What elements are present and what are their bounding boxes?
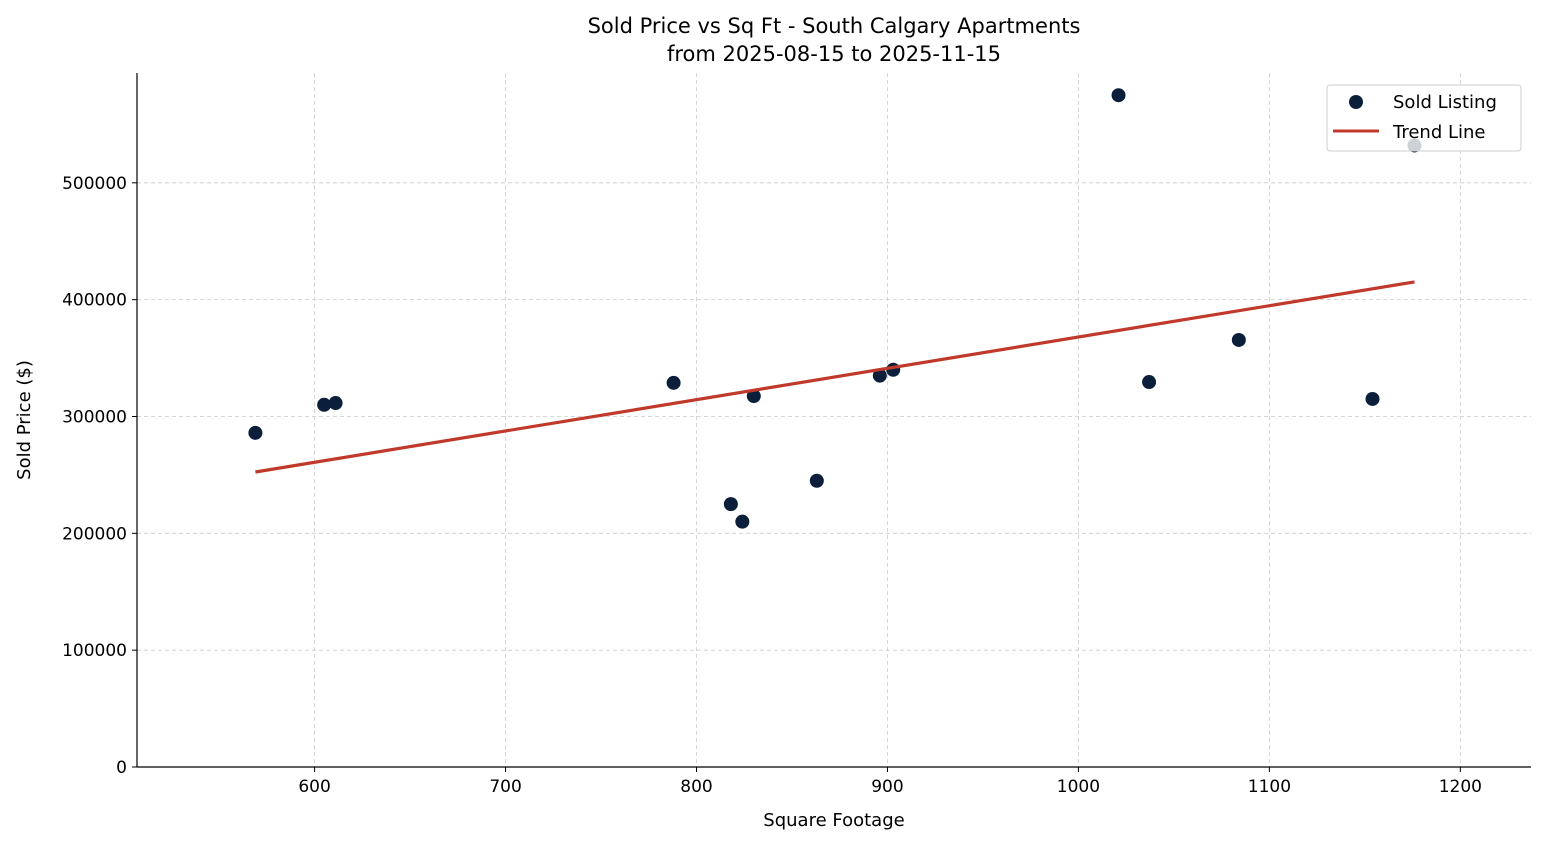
data-point xyxy=(723,497,738,512)
x-tick-label: 800 xyxy=(680,777,712,797)
legend-box xyxy=(1326,84,1522,152)
x-tick-label: 1100 xyxy=(1248,777,1291,797)
data-point xyxy=(872,368,887,383)
x-tick-label: 1000 xyxy=(1057,777,1100,797)
y-tick-label: 400000 xyxy=(62,291,127,311)
chart-title: Sold Price vs Sq Ft - South Calgary Apar… xyxy=(588,14,1081,38)
legend-label-trend-line: Trend Line xyxy=(1392,122,1486,143)
x-tick-label: 900 xyxy=(871,777,903,797)
legend-label-sold-listing: Sold Listing xyxy=(1393,92,1497,113)
trend-line xyxy=(255,280,1415,474)
y-tick-label: 500000 xyxy=(62,174,127,194)
data-point xyxy=(1365,391,1380,406)
y-tick-label: 200000 xyxy=(62,524,127,544)
legend-marker-sold-listing xyxy=(1349,95,1363,109)
data-point xyxy=(746,389,761,404)
marks xyxy=(248,88,1422,529)
data-point xyxy=(1142,375,1157,390)
data-point xyxy=(1231,332,1246,347)
data-point xyxy=(1111,88,1126,103)
data-point xyxy=(328,396,343,411)
grid xyxy=(137,73,1531,767)
data-point xyxy=(735,514,750,529)
y-tick-label: 100000 xyxy=(62,641,127,661)
data-point xyxy=(317,397,332,412)
x-tick-label: 600 xyxy=(298,777,330,797)
y-tick-label: 0 xyxy=(116,758,127,778)
data-point xyxy=(809,473,824,488)
y-axis-label: Sold Price ($) xyxy=(14,360,35,480)
x-tick-label: 1200 xyxy=(1439,777,1482,797)
legend: Sold Listing Trend Line xyxy=(1326,84,1522,152)
chart-subtitle: from 2025-08-15 to 2025-11-15 xyxy=(667,42,1001,66)
ticks: 600 700 800 900 1000 1100 1200 0 100000 200000 300… xyxy=(62,174,1482,797)
data-point xyxy=(666,375,681,390)
y-tick-label: 300000 xyxy=(62,407,127,427)
x-tick-label: 700 xyxy=(489,777,521,797)
x-axis-label: Square Footage xyxy=(763,810,904,831)
data-point xyxy=(248,425,263,440)
